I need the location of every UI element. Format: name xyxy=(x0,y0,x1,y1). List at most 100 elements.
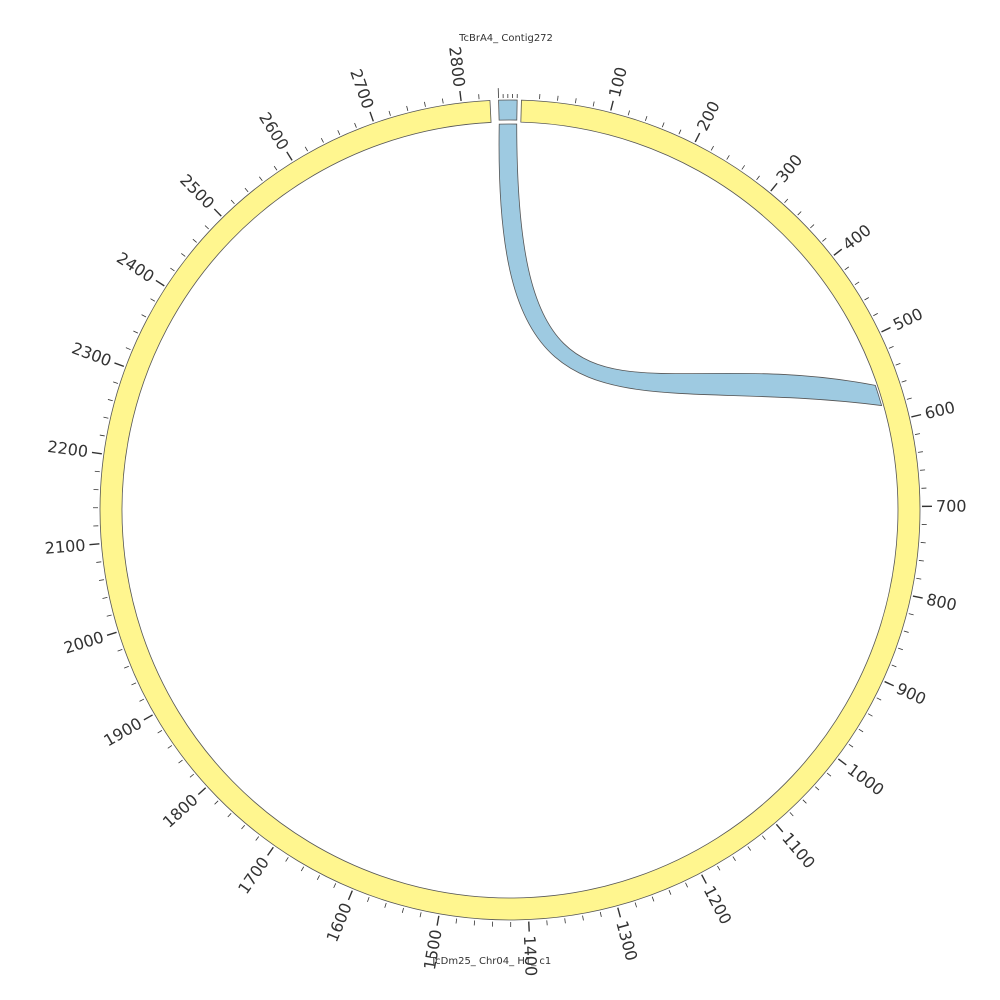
minor-tick xyxy=(895,362,901,366)
minor-tick xyxy=(802,799,807,804)
tick-label: 2100 xyxy=(44,536,86,558)
tick-label: 1100 xyxy=(778,829,819,872)
minor-tick xyxy=(384,902,387,908)
minor-tick xyxy=(592,101,595,107)
minor-tick xyxy=(189,773,195,778)
major-tick xyxy=(106,631,117,636)
link-ribbon xyxy=(498,123,883,407)
minor-tick xyxy=(333,883,337,889)
tick-label: 1300 xyxy=(612,919,641,963)
major-tick xyxy=(701,874,707,884)
major-tick xyxy=(267,846,274,856)
minor-tick xyxy=(442,98,444,104)
minor-tick xyxy=(255,836,260,841)
minor-tick xyxy=(178,759,183,764)
tick-label: 1600 xyxy=(323,900,356,945)
minor-tick xyxy=(227,813,232,818)
tick-label: 1400 xyxy=(520,935,541,977)
minor-tick xyxy=(756,175,760,181)
major-tick xyxy=(770,182,778,192)
major-tick xyxy=(347,890,353,901)
minor-tick xyxy=(300,866,305,872)
minor-tick xyxy=(876,697,882,701)
minor-tick xyxy=(717,865,721,871)
minor-tick xyxy=(133,330,139,334)
minor-tick xyxy=(304,146,308,152)
major-tick xyxy=(911,413,922,418)
minor-tick xyxy=(918,560,924,562)
minor-tick xyxy=(107,399,113,402)
minor-tick xyxy=(316,875,320,880)
minor-tick xyxy=(903,630,909,633)
minor-tick xyxy=(826,772,832,777)
chromosome-label: TcDm25_ Chr04_ H1_ c1 xyxy=(430,956,552,967)
minor-tick xyxy=(888,345,894,349)
minor-tick xyxy=(678,129,682,135)
major-tick xyxy=(436,915,440,926)
minor-tick xyxy=(258,176,263,182)
minor-tick xyxy=(241,824,246,830)
contig-label: TcBrA4_ Contig272 xyxy=(458,33,553,44)
tick-label: 1900 xyxy=(100,714,145,751)
major-tick xyxy=(114,362,125,368)
minor-tick xyxy=(726,155,730,160)
minor-tick xyxy=(906,397,912,400)
minor-tick xyxy=(762,835,766,840)
minor-tick xyxy=(873,313,878,317)
tick-label: 1700 xyxy=(234,853,273,897)
minor-tick xyxy=(181,253,186,257)
minor-tick xyxy=(230,199,235,204)
minor-tick xyxy=(337,130,341,135)
major-tick xyxy=(91,451,102,455)
minor-tick xyxy=(131,682,137,686)
minor-tick xyxy=(651,896,655,902)
tick-label: 800 xyxy=(925,590,959,615)
minor-tick xyxy=(99,434,105,437)
minor-tick xyxy=(644,116,648,122)
minor-tick xyxy=(117,649,123,652)
minor-tick xyxy=(789,812,794,817)
minor-tick xyxy=(797,211,802,216)
tick-label: 600 xyxy=(923,398,957,423)
tick-label: 200 xyxy=(693,98,724,134)
minor-tick xyxy=(455,918,458,924)
major-tick xyxy=(617,907,622,918)
minor-tick xyxy=(661,122,665,128)
major-tick xyxy=(89,543,100,546)
minor-tick xyxy=(810,224,815,229)
minor-tick xyxy=(898,647,904,651)
minor-tick xyxy=(685,882,688,888)
major-tick xyxy=(286,151,293,161)
minor-tick xyxy=(285,857,289,862)
major-tick xyxy=(143,714,153,721)
minor-tick xyxy=(914,433,921,435)
link-layer xyxy=(498,123,883,407)
tick-label: 1000 xyxy=(844,760,888,800)
minor-tick xyxy=(867,713,873,717)
minor-tick xyxy=(854,281,860,286)
minor-tick xyxy=(103,416,109,419)
minor-tick xyxy=(204,225,209,230)
minor-tick xyxy=(401,907,404,913)
minor-tick xyxy=(901,380,907,383)
minor-tick xyxy=(908,613,914,616)
minor-tick xyxy=(214,800,219,805)
tick-label: 2300 xyxy=(69,338,114,370)
minor-tick xyxy=(98,579,104,581)
major-tick xyxy=(369,111,374,122)
minor-tick xyxy=(564,918,566,924)
minor-tick xyxy=(170,267,175,272)
minor-tick xyxy=(354,122,357,128)
tick-label: 2500 xyxy=(176,170,218,212)
minor-tick xyxy=(141,314,147,318)
major-tick xyxy=(837,758,847,766)
major-tick xyxy=(197,787,207,795)
tick-label: 2600 xyxy=(255,109,293,154)
major-tick xyxy=(775,823,784,833)
minor-tick xyxy=(917,451,923,453)
minor-tick xyxy=(822,237,827,242)
minor-tick xyxy=(634,902,638,908)
minor-tick xyxy=(575,98,577,104)
tick-label: 1200 xyxy=(700,883,736,928)
